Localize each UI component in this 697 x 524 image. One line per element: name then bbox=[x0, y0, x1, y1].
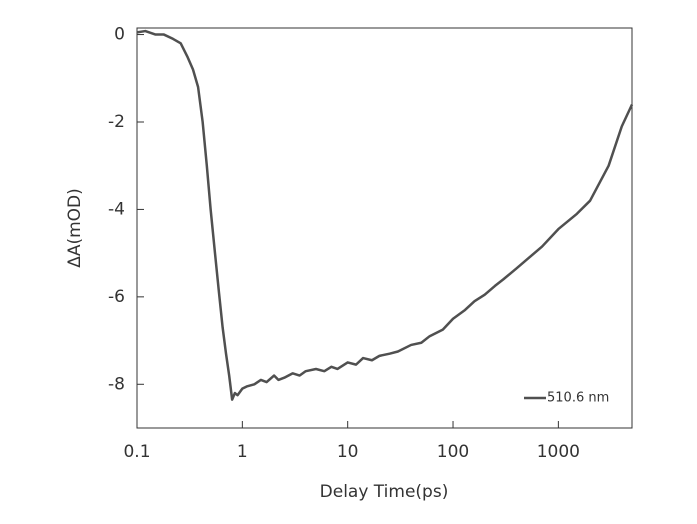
y-tick-label: -8 bbox=[108, 374, 125, 394]
y-tick-label: -6 bbox=[108, 287, 125, 307]
legend-label: 510.6 nm bbox=[547, 391, 609, 406]
x-tick-label: 100 bbox=[437, 442, 469, 462]
x-tick-label: 0.1 bbox=[123, 442, 150, 462]
x-tick-label: 10 bbox=[337, 442, 359, 462]
y-tick-label: 0 bbox=[114, 25, 125, 45]
data-line bbox=[136, 29, 634, 401]
y-tick-label: -4 bbox=[108, 199, 125, 219]
plot-frame bbox=[136, 27, 633, 429]
y-axis-label: ΔA(mOD) bbox=[65, 188, 85, 268]
x-axis-label: Delay Time(ps) bbox=[320, 482, 449, 502]
x-tick-label: 1 bbox=[237, 442, 248, 462]
y-tick-label: -2 bbox=[108, 112, 125, 132]
x-tick-label: 1000 bbox=[537, 442, 580, 462]
